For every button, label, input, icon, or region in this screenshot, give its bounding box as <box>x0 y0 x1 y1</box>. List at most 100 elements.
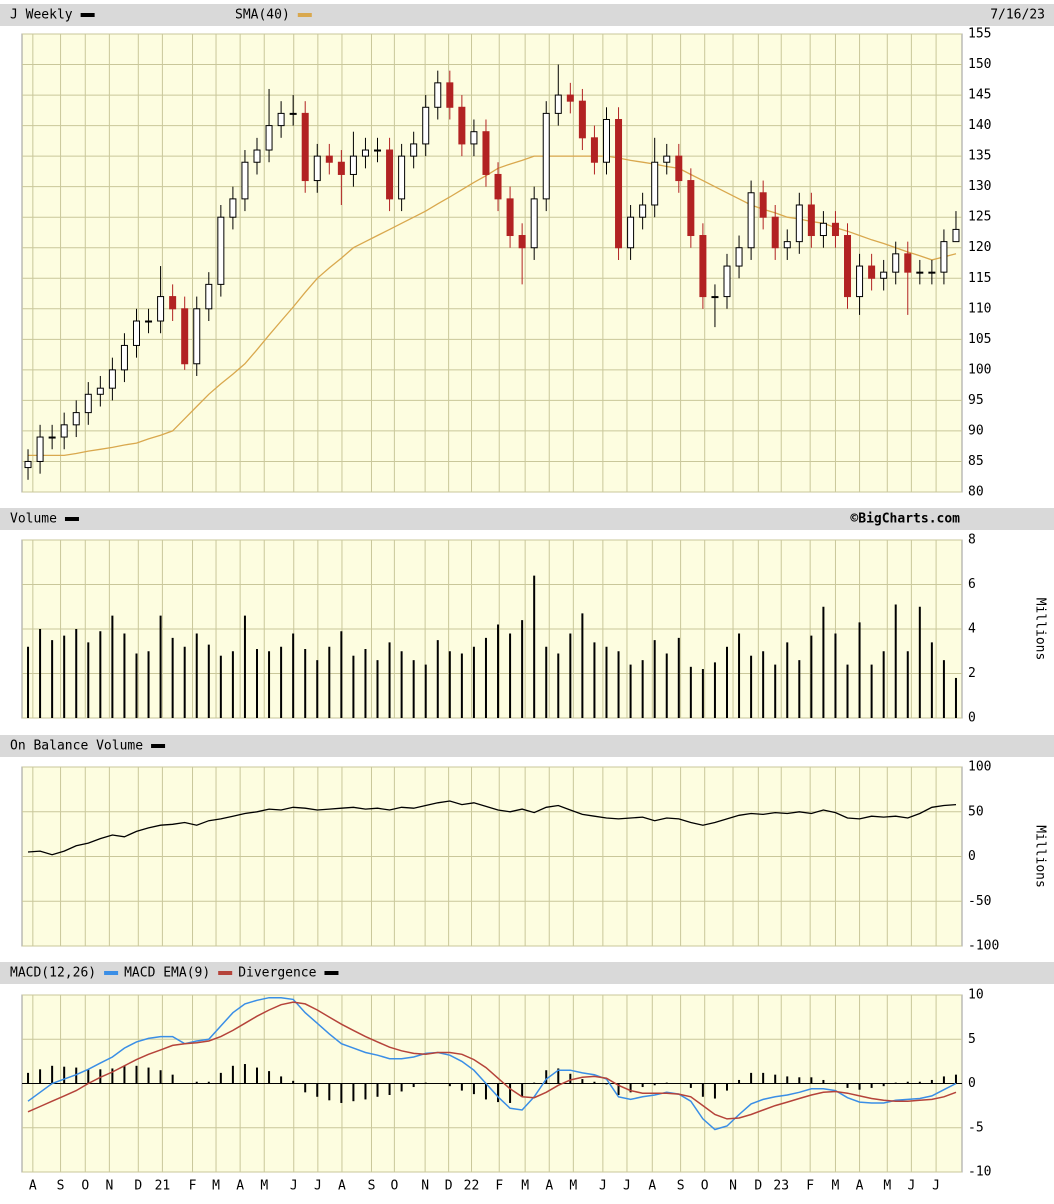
chart-date: 7/16/23 <box>990 8 1045 23</box>
candle-body <box>229 198 237 218</box>
candle-body <box>325 155 333 163</box>
y-tick-label: 100 <box>968 362 991 377</box>
y-tick-label: 125 <box>968 210 991 225</box>
y-tick-label: 145 <box>968 88 991 103</box>
candle-body <box>277 112 285 127</box>
candle-body <box>434 82 442 108</box>
candle-body <box>723 265 731 298</box>
candle-body <box>542 112 550 200</box>
candle-body <box>386 149 394 200</box>
x-tick-label: D <box>134 1179 142 1194</box>
candle-body <box>458 106 466 145</box>
x-tick-label: M <box>569 1179 577 1194</box>
candle-body <box>48 436 56 439</box>
x-tick-label: J <box>932 1179 940 1194</box>
candle-body <box>108 369 116 389</box>
x-tick-label: O <box>390 1179 398 1194</box>
candle-body <box>651 161 659 206</box>
legend-swatch <box>151 744 166 748</box>
candle-body <box>361 149 369 157</box>
line <box>27 800 957 856</box>
y-tick-label: 95 <box>968 393 984 408</box>
legend-label: MACD EMA(9) <box>124 966 210 981</box>
candle-body <box>771 216 779 249</box>
candle-body <box>193 308 201 365</box>
y-tick-label: 120 <box>968 240 991 255</box>
y-tick-label: 5 <box>968 1032 976 1047</box>
y-axis-label: Millions <box>1033 825 1048 888</box>
candle-body <box>639 204 647 218</box>
x-tick-label: S <box>57 1179 65 1194</box>
candle-body <box>60 424 68 438</box>
x-tick-label: D <box>445 1179 453 1194</box>
legend-swatch <box>324 971 339 975</box>
x-tick-label: N <box>729 1179 737 1194</box>
candle-body <box>928 271 936 274</box>
x-tick-label: J <box>599 1179 607 1194</box>
candle-body <box>675 155 683 182</box>
candle-body <box>880 271 888 279</box>
candle-body <box>253 149 261 163</box>
candle-body <box>687 180 695 237</box>
y-tick-label: 80 <box>968 485 984 500</box>
candle-body <box>482 131 490 175</box>
candle-body <box>566 94 574 102</box>
candle-body <box>868 265 876 279</box>
candle-body <box>313 155 321 182</box>
candle-body <box>96 387 104 395</box>
candle-body <box>169 296 177 310</box>
x-tick-label: A <box>338 1179 346 1194</box>
line <box>27 996 957 1131</box>
x-tick-label: A <box>648 1179 656 1194</box>
candle-body <box>241 161 249 200</box>
candle-body <box>940 241 948 273</box>
candle-body <box>711 296 719 299</box>
x-tick-label: J <box>290 1179 298 1194</box>
candle-body <box>24 460 32 469</box>
candle-body <box>819 222 827 237</box>
x-tick-label: M <box>832 1179 840 1194</box>
y-tick-label: -10 <box>968 1165 991 1180</box>
y-tick-label: -5 <box>968 1120 984 1135</box>
y-tick-label: 0 <box>968 711 976 726</box>
panel-header <box>0 508 1054 530</box>
x-tick-label: N <box>105 1179 113 1194</box>
candle-body <box>84 393 92 414</box>
candle-body <box>301 112 309 182</box>
candle-body <box>530 198 538 249</box>
x-tick-label: D <box>754 1179 762 1194</box>
y-tick-label: 50 <box>968 804 984 819</box>
candle-body <box>398 155 406 200</box>
candle-body <box>892 253 900 273</box>
candle-body <box>337 161 345 175</box>
x-tick-label: M <box>212 1179 220 1194</box>
x-tick-label: O <box>701 1179 709 1194</box>
candle-body <box>904 253 912 273</box>
candle-body <box>446 82 454 108</box>
x-tick-label: J <box>623 1179 631 1194</box>
y-axis-label: Millions <box>1033 598 1048 661</box>
x-tick-label: A <box>856 1179 864 1194</box>
candle-body <box>181 308 189 365</box>
y-tick-label: 135 <box>968 149 991 164</box>
candle-body <box>783 241 791 249</box>
candle-body <box>615 118 623 249</box>
candle-body <box>494 173 502 200</box>
candle-body <box>36 436 44 462</box>
candle-body <box>120 344 128 371</box>
candle-body <box>422 106 430 145</box>
candle-body <box>759 192 767 218</box>
candle-body <box>735 247 743 267</box>
candle-body <box>374 149 382 152</box>
legend-swatch <box>104 971 119 975</box>
y-tick-label: 85 <box>968 454 984 469</box>
legend-label: Divergence <box>238 966 316 981</box>
legend-label: On Balance Volume <box>10 739 143 754</box>
legend-label: J Weekly <box>10 8 73 23</box>
candle-body <box>289 112 297 115</box>
candle-body <box>602 118 610 163</box>
line <box>27 1001 957 1120</box>
legend-label: Volume <box>10 512 57 527</box>
